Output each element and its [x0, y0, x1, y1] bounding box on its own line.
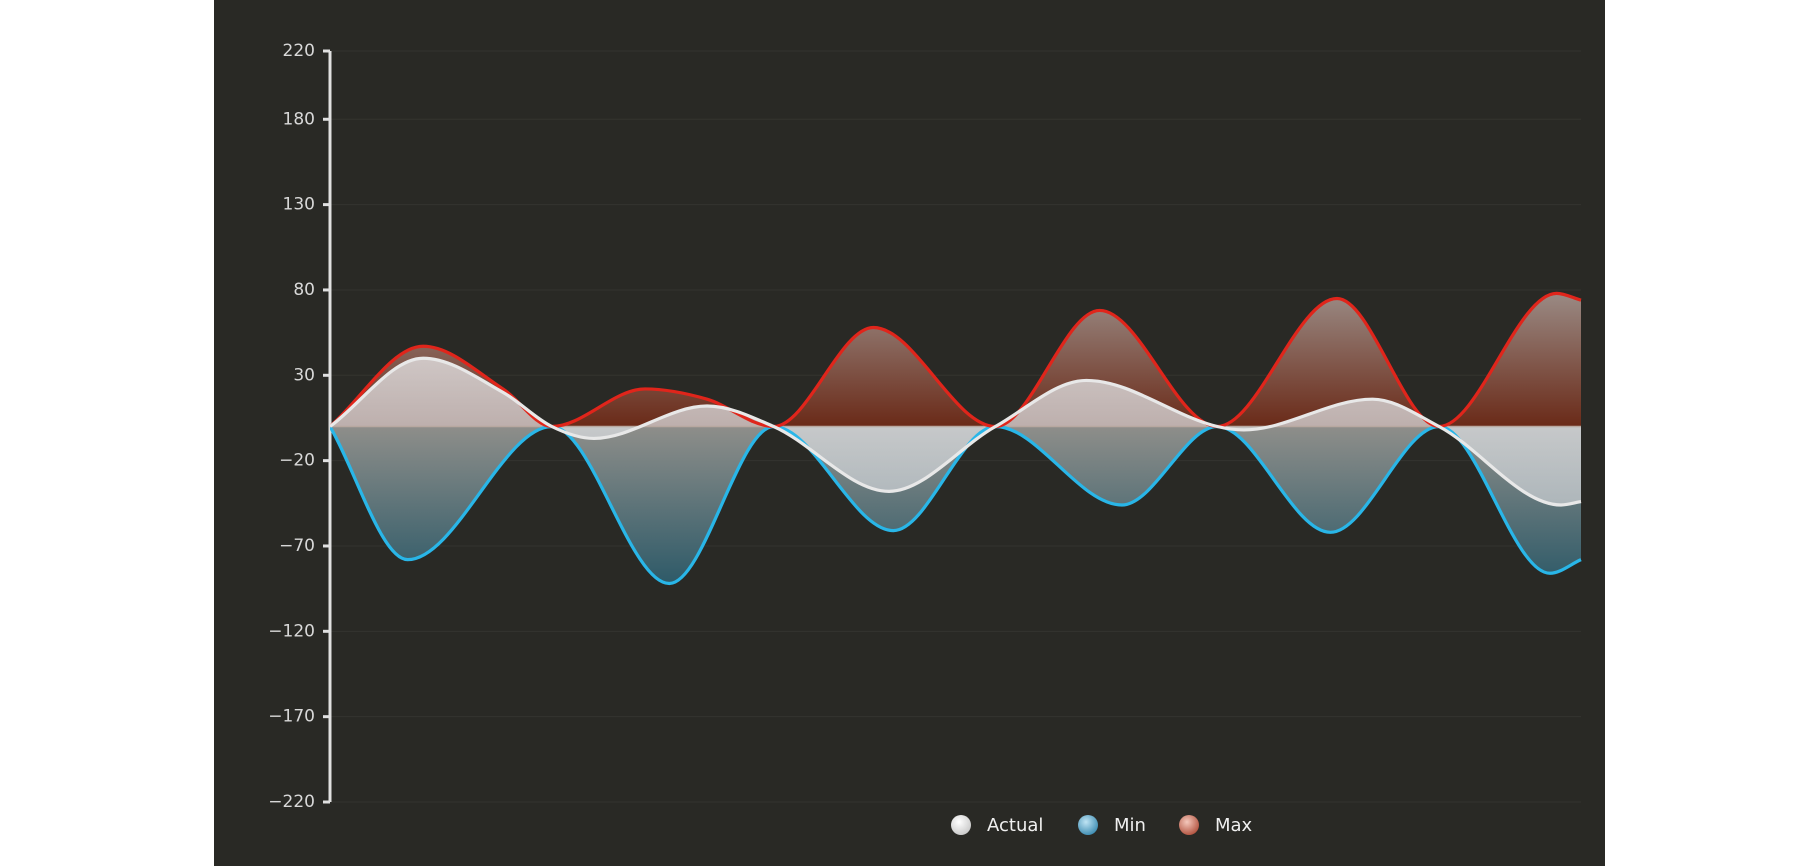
area-fill — [330, 426, 1581, 584]
y-tick-label: 80 — [293, 280, 315, 300]
y-tick-label: 180 — [283, 109, 315, 129]
y-tick-label: −220 — [268, 792, 315, 812]
y-tick-label: 30 — [293, 365, 315, 385]
y-tick-label: −70 — [279, 536, 315, 556]
area-fill — [330, 358, 1581, 506]
y-tick-label: −120 — [268, 621, 315, 641]
legend-label: Min — [1114, 815, 1146, 836]
y-tick-label: −170 — [268, 707, 315, 727]
series-line — [330, 291, 1582, 429]
legend-label: Actual — [987, 815, 1043, 836]
y-tick-label: −20 — [279, 451, 315, 471]
legend-marker — [1179, 815, 1199, 835]
y-tick-label: 220 — [283, 41, 315, 61]
legend-label: Max — [1215, 815, 1253, 836]
legend-marker — [1078, 815, 1098, 835]
legend-marker — [951, 815, 971, 835]
series-line — [330, 356, 1582, 507]
plot-area — [330, 291, 1582, 586]
area-fill — [330, 293, 1581, 427]
y-tick-label: 130 — [283, 195, 315, 215]
